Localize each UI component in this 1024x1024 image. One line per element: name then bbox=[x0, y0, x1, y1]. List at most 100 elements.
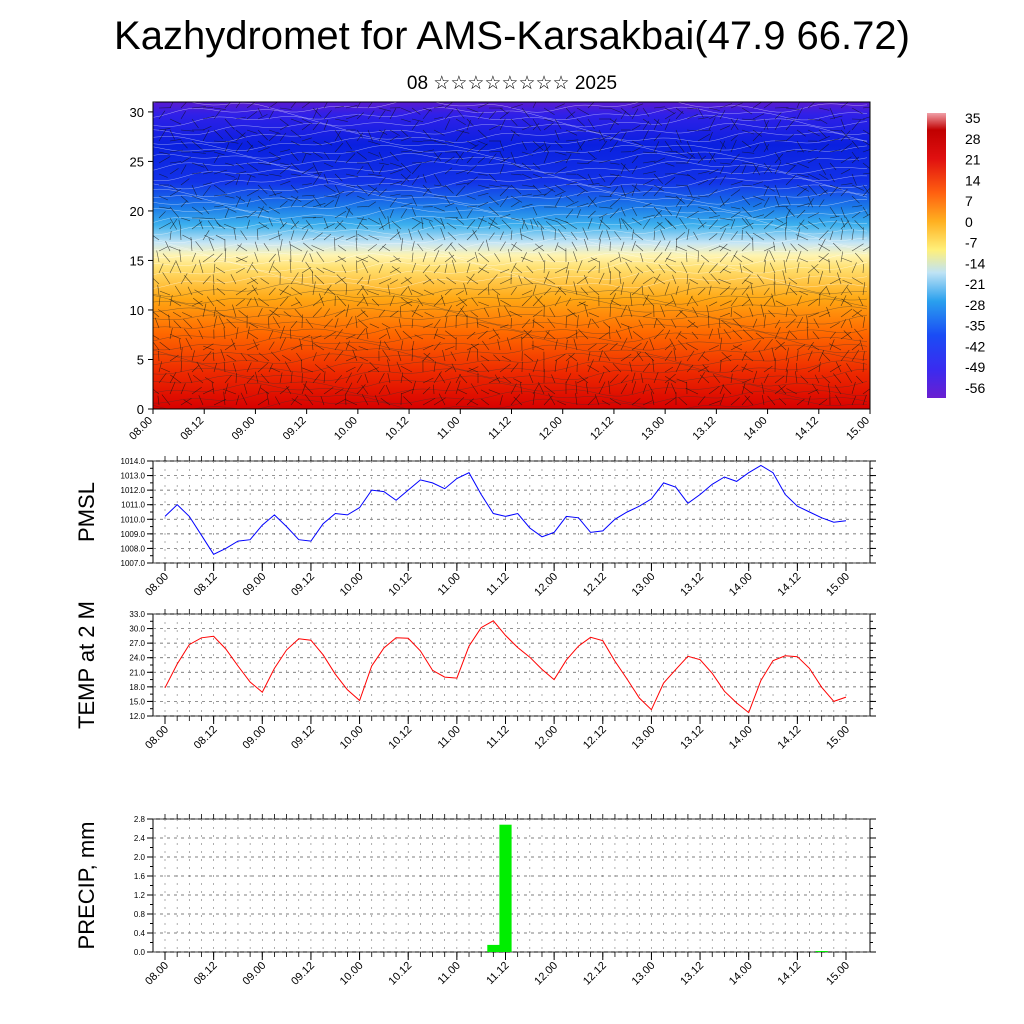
wind-barb bbox=[598, 381, 606, 395]
wind-barb bbox=[851, 195, 860, 204]
wind-barb bbox=[477, 216, 484, 230]
wind-barb bbox=[213, 129, 224, 140]
wind-barb bbox=[741, 396, 750, 406]
wind-barb bbox=[316, 251, 325, 263]
wind-barb bbox=[279, 217, 285, 227]
wind-barb bbox=[710, 273, 721, 285]
wind-barb bbox=[752, 131, 763, 142]
wind-barb bbox=[290, 320, 298, 329]
wind-barb bbox=[609, 186, 619, 197]
wind-barb bbox=[609, 173, 622, 177]
wind-barb bbox=[686, 252, 688, 263]
wind-barb bbox=[686, 210, 699, 219]
wind-barb bbox=[521, 329, 532, 340]
isotherm-contour bbox=[153, 367, 868, 381]
wind-barb bbox=[778, 397, 787, 406]
wind-barb bbox=[212, 351, 215, 362]
wind-barb bbox=[609, 131, 620, 142]
x-tick-label: 12.00 bbox=[532, 724, 560, 752]
wind-barb bbox=[169, 161, 182, 164]
wind-barb bbox=[742, 329, 754, 340]
wind-barb bbox=[578, 301, 589, 307]
x-tick-label: 08.00 bbox=[143, 571, 171, 599]
wind-barb bbox=[818, 184, 828, 195]
wind-barb bbox=[708, 131, 713, 142]
wind-barb bbox=[466, 366, 479, 373]
wind-barb bbox=[411, 222, 421, 230]
wind-barb bbox=[653, 329, 664, 340]
wind-barb bbox=[309, 253, 314, 263]
wind-barb bbox=[598, 134, 611, 142]
wind-barb bbox=[620, 217, 629, 231]
wind-barb bbox=[367, 151, 380, 157]
wind-barb bbox=[433, 152, 442, 164]
x-tick-label: 11.00 bbox=[435, 415, 462, 442]
wind-barb bbox=[774, 112, 782, 120]
wind-barb bbox=[367, 162, 375, 174]
wind-barb bbox=[455, 185, 466, 197]
wind-barb bbox=[153, 277, 160, 285]
wind-barb bbox=[697, 133, 711, 142]
wind-barb bbox=[198, 395, 204, 406]
wind-barb bbox=[364, 373, 369, 384]
wind-barb bbox=[334, 220, 344, 230]
wind-barb bbox=[301, 367, 314, 373]
wind-barb bbox=[389, 193, 401, 197]
wind-barb bbox=[785, 318, 796, 329]
wind-barb bbox=[202, 303, 207, 318]
wind-barb bbox=[587, 102, 595, 109]
wind-barb bbox=[741, 129, 755, 135]
wind-barb bbox=[620, 353, 632, 362]
wind-barb bbox=[840, 130, 851, 142]
wind-barb bbox=[693, 231, 699, 241]
wind-barb bbox=[213, 151, 225, 156]
wind-barb bbox=[862, 394, 867, 406]
wind-barb bbox=[708, 263, 718, 274]
wind-barb bbox=[257, 206, 264, 219]
wind-barb bbox=[477, 192, 489, 197]
wind-barb bbox=[336, 274, 347, 285]
wind-barb bbox=[789, 287, 798, 296]
wind-barb bbox=[656, 221, 666, 230]
x-tick-label: 13.12 bbox=[678, 960, 706, 988]
wind-barb bbox=[543, 330, 550, 340]
wind-barb bbox=[510, 129, 520, 137]
wind-barb bbox=[226, 354, 237, 362]
wind-barb bbox=[466, 118, 474, 127]
wind-barb bbox=[455, 305, 465, 318]
wind-barb bbox=[653, 173, 664, 185]
wind-barb bbox=[609, 174, 620, 186]
wind-barb bbox=[301, 359, 303, 373]
wind-barb bbox=[510, 201, 520, 208]
wind-barb bbox=[851, 309, 862, 318]
wind-barb bbox=[345, 382, 353, 395]
wind-barb bbox=[446, 277, 457, 285]
wind-barb bbox=[532, 173, 543, 179]
wind-barb bbox=[320, 396, 325, 406]
wind-barb bbox=[356, 216, 364, 230]
wind-barb bbox=[818, 118, 828, 124]
x-tick-label: 12.12 bbox=[581, 960, 609, 988]
wind-barb bbox=[378, 129, 386, 142]
precip-bar bbox=[487, 944, 500, 952]
isotherm-contour bbox=[153, 152, 868, 167]
wind-barb bbox=[773, 241, 776, 252]
wind-barb bbox=[290, 102, 297, 109]
wind-barb bbox=[494, 374, 501, 384]
wind-barb bbox=[158, 361, 162, 373]
wind-barb bbox=[807, 184, 818, 196]
wind-barb bbox=[334, 118, 348, 122]
wind-barb bbox=[477, 349, 479, 362]
wind-barb bbox=[601, 400, 611, 406]
wind-barb bbox=[191, 252, 196, 263]
wind-barb bbox=[469, 400, 479, 406]
wind-barb bbox=[620, 131, 627, 142]
wind-barb bbox=[664, 217, 672, 226]
wind-barb bbox=[497, 307, 501, 318]
wind-barb bbox=[323, 162, 334, 168]
wind-barb bbox=[510, 333, 524, 340]
wind-barb bbox=[575, 393, 578, 406]
wind-barb bbox=[565, 316, 567, 329]
wind-barb bbox=[345, 342, 358, 351]
wind-barb bbox=[587, 343, 597, 351]
